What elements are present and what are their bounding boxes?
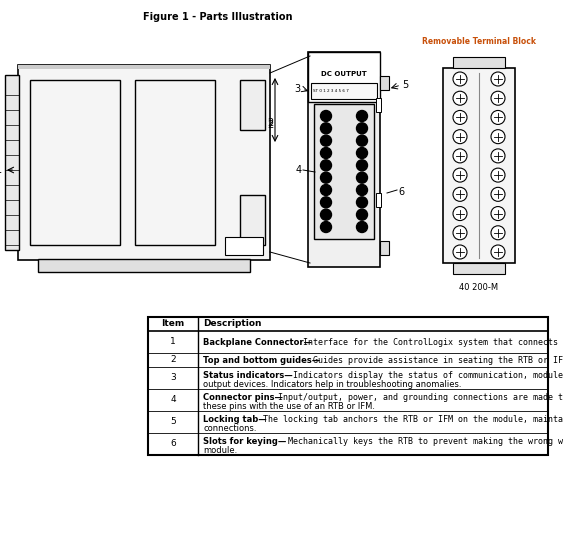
Bar bbox=[376, 193, 381, 207]
Text: Item: Item bbox=[162, 320, 185, 329]
Bar bbox=[30, 80, 120, 245]
Text: Removable Terminal Block: Removable Terminal Block bbox=[422, 37, 536, 46]
Text: 3: 3 bbox=[170, 374, 176, 382]
Text: Top and bottom guides—: Top and bottom guides— bbox=[203, 356, 320, 365]
Text: 1: 1 bbox=[0, 165, 2, 175]
Text: Description: Description bbox=[203, 320, 261, 329]
Circle shape bbox=[356, 209, 368, 220]
Bar bbox=[18, 65, 270, 260]
Bar bbox=[380, 241, 389, 255]
Bar bbox=[308, 52, 380, 267]
Circle shape bbox=[356, 221, 368, 233]
Circle shape bbox=[356, 148, 368, 159]
Circle shape bbox=[491, 226, 505, 240]
Bar bbox=[240, 80, 265, 130]
Text: The locking tab anchors the RTB or IFM on the module, maintaining wiring: The locking tab anchors the RTB or IFM o… bbox=[203, 415, 563, 424]
Circle shape bbox=[453, 72, 467, 86]
Circle shape bbox=[491, 149, 505, 163]
Circle shape bbox=[491, 72, 505, 86]
Circle shape bbox=[320, 197, 332, 208]
Circle shape bbox=[320, 160, 332, 171]
Circle shape bbox=[491, 168, 505, 182]
Bar bbox=[5, 75, 19, 250]
Circle shape bbox=[320, 184, 332, 195]
Text: Slots for keying—: Slots for keying— bbox=[203, 437, 287, 446]
Text: Guides provide assistance in seating the RTB or IFM onto the module.: Guides provide assistance in seating the… bbox=[203, 356, 563, 365]
Text: Interface for the ControlLogix system that connects the module to the backplane.: Interface for the ControlLogix system th… bbox=[203, 338, 563, 347]
Circle shape bbox=[491, 91, 505, 105]
Circle shape bbox=[453, 130, 467, 144]
Bar bbox=[38, 259, 250, 272]
Bar bbox=[453, 263, 505, 274]
Text: 40 200-M: 40 200-M bbox=[459, 283, 499, 292]
Text: Status indicators—: Status indicators— bbox=[203, 371, 293, 380]
Bar bbox=[453, 57, 505, 68]
Bar bbox=[135, 80, 215, 245]
Circle shape bbox=[320, 135, 332, 146]
Circle shape bbox=[453, 188, 467, 201]
Bar bbox=[148, 317, 548, 455]
Text: these pins with the use of an RTB or IFM.: these pins with the use of an RTB or IFM… bbox=[203, 402, 375, 411]
Text: Indicators display the status of communication, module health, and input/: Indicators display the status of communi… bbox=[203, 371, 563, 380]
Circle shape bbox=[453, 91, 467, 105]
Circle shape bbox=[356, 135, 368, 146]
Text: Backplane Connector—: Backplane Connector— bbox=[203, 338, 312, 347]
Text: 5: 5 bbox=[170, 417, 176, 426]
Bar bbox=[308, 52, 380, 102]
Text: 4: 4 bbox=[170, 396, 176, 405]
Circle shape bbox=[491, 206, 505, 220]
Circle shape bbox=[491, 110, 505, 124]
Bar bbox=[311, 83, 377, 99]
Text: connections.: connections. bbox=[203, 424, 257, 433]
Bar bbox=[376, 98, 381, 112]
Text: Connector pins—: Connector pins— bbox=[203, 393, 283, 402]
Circle shape bbox=[453, 149, 467, 163]
Bar bbox=[225, 237, 263, 255]
Text: Figure 1 - Parts Illustration: Figure 1 - Parts Illustration bbox=[143, 12, 293, 22]
Text: 4: 4 bbox=[296, 165, 302, 175]
Text: DC OUTPUT: DC OUTPUT bbox=[321, 71, 367, 77]
Text: 2: 2 bbox=[267, 118, 273, 128]
Circle shape bbox=[356, 160, 368, 171]
Text: Input/output, power, and grounding connections are made to the module through: Input/output, power, and grounding conne… bbox=[203, 393, 563, 402]
Circle shape bbox=[356, 172, 368, 183]
Bar bbox=[240, 195, 265, 245]
Text: 1: 1 bbox=[170, 337, 176, 346]
Text: 3: 3 bbox=[294, 84, 300, 94]
Circle shape bbox=[320, 110, 332, 122]
Text: ST 0 1 2 3 4 5 6 7: ST 0 1 2 3 4 5 6 7 bbox=[313, 89, 349, 93]
Text: output devices. Indicators help in troubleshooting anomalies.: output devices. Indicators help in troub… bbox=[203, 380, 462, 389]
Circle shape bbox=[320, 221, 332, 233]
Bar bbox=[18, 65, 270, 69]
Circle shape bbox=[491, 130, 505, 144]
Text: Locking tab—: Locking tab— bbox=[203, 415, 267, 424]
Circle shape bbox=[453, 110, 467, 124]
Bar bbox=[443, 68, 515, 263]
Circle shape bbox=[356, 197, 368, 208]
Circle shape bbox=[491, 188, 505, 201]
Circle shape bbox=[356, 123, 368, 134]
Circle shape bbox=[356, 184, 368, 195]
Text: 2: 2 bbox=[170, 356, 176, 365]
Circle shape bbox=[320, 148, 332, 159]
Circle shape bbox=[320, 209, 332, 220]
Text: 6: 6 bbox=[398, 187, 404, 197]
Text: module.: module. bbox=[203, 446, 237, 455]
Circle shape bbox=[320, 123, 332, 134]
Text: 2: 2 bbox=[267, 120, 273, 130]
Text: 6: 6 bbox=[170, 440, 176, 448]
Circle shape bbox=[320, 172, 332, 183]
Bar bbox=[380, 76, 389, 90]
Circle shape bbox=[453, 245, 467, 259]
Circle shape bbox=[356, 110, 368, 122]
Text: Mechanically keys the RTB to prevent making the wrong wire connections to your: Mechanically keys the RTB to prevent mak… bbox=[203, 437, 563, 446]
Circle shape bbox=[453, 168, 467, 182]
Circle shape bbox=[491, 245, 505, 259]
Text: 5: 5 bbox=[402, 80, 408, 90]
Circle shape bbox=[453, 206, 467, 220]
Circle shape bbox=[453, 226, 467, 240]
Bar bbox=[314, 104, 374, 239]
